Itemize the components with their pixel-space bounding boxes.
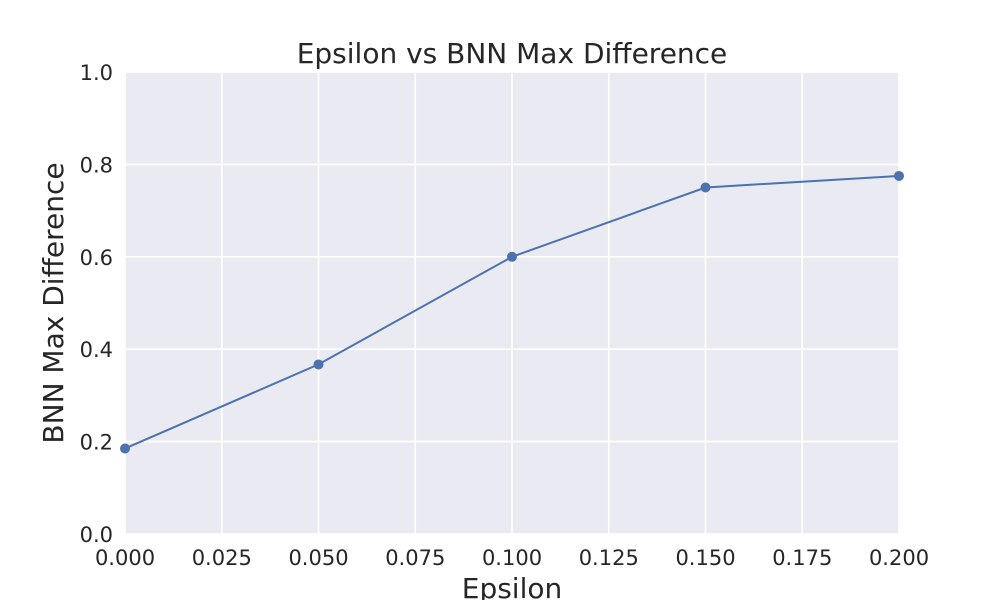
x-tick-label: 0.100 bbox=[482, 546, 542, 570]
data-point bbox=[313, 359, 324, 370]
x-tick-label: 0.125 bbox=[579, 546, 639, 570]
y-tick-label: 0.8 bbox=[80, 153, 113, 177]
x-tick-label: 0.025 bbox=[192, 546, 252, 570]
data-point bbox=[120, 443, 130, 454]
x-axis-ticks: 0.000 0.025 0.050 0.075 0.100 0.125 0.150 0.175… bbox=[95, 546, 929, 570]
data-point bbox=[700, 182, 711, 193]
y-tick-label: 0.0 bbox=[80, 523, 113, 547]
chart-title: Epsilon vs BNN Max Difference bbox=[297, 37, 728, 70]
x-tick-label: 0.175 bbox=[772, 546, 832, 570]
y-axis-ticks: 0.0 0.2 0.4 0.6 0.8 1.0 bbox=[80, 61, 113, 547]
grid-lines bbox=[124, 71, 900, 535]
x-tick-label: 0.050 bbox=[288, 546, 348, 570]
x-tick-label: 0.150 bbox=[675, 546, 735, 570]
data-point bbox=[507, 251, 517, 262]
y-tick-label: 0.4 bbox=[80, 338, 113, 362]
y-tick-label: 0.2 bbox=[80, 431, 113, 455]
x-tick-label: 0.000 bbox=[95, 546, 155, 570]
x-tick-label: 0.075 bbox=[385, 546, 445, 570]
x-axis-label: Epsilon bbox=[462, 572, 563, 600]
data-point bbox=[894, 170, 904, 181]
y-tick-label: 1.0 bbox=[80, 61, 113, 85]
x-tick-label: 0.200 bbox=[869, 546, 929, 570]
series-layer bbox=[120, 170, 904, 454]
y-axis-label: BNN Max Difference bbox=[37, 162, 70, 443]
y-tick-label: 0.6 bbox=[80, 246, 113, 270]
